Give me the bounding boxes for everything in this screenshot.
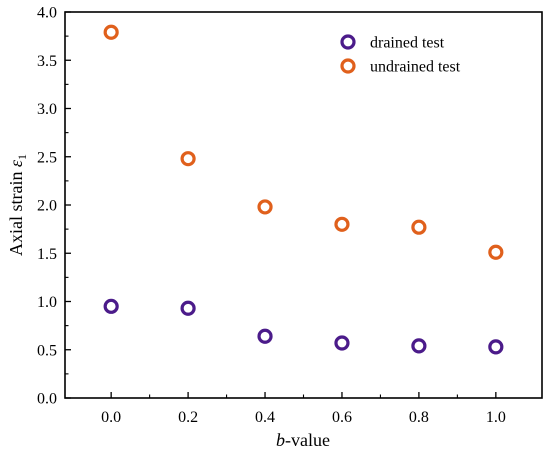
y-axis-title: Axial strain ε1 bbox=[6, 154, 29, 256]
x-tick-label: 0.4 bbox=[255, 409, 275, 426]
x-tick-label: 1.0 bbox=[486, 409, 506, 426]
data-point-series-0 bbox=[257, 328, 273, 344]
data-point-series-0 bbox=[488, 339, 504, 355]
legend-marker bbox=[340, 34, 356, 50]
data-point-series-0 bbox=[411, 338, 427, 354]
legend: drained test undrained test bbox=[340, 34, 461, 76]
plot-frame bbox=[64, 11, 543, 399]
data-point-series-0 bbox=[334, 335, 350, 351]
x-axis-title: b-value bbox=[276, 430, 330, 450]
data-point-series-1 bbox=[488, 244, 504, 260]
y-tick-label: 0.0 bbox=[37, 391, 57, 408]
data-point-series-1 bbox=[334, 216, 350, 232]
legend-label: drained test bbox=[370, 35, 445, 52]
x-tick-label: 0.0 bbox=[101, 409, 121, 426]
data-point-series-0 bbox=[103, 298, 119, 314]
y-tick-label: 0.5 bbox=[37, 342, 57, 359]
y-tick-label: 2.0 bbox=[37, 198, 57, 215]
y-tick-label: 3.0 bbox=[37, 101, 57, 118]
legend-marker bbox=[340, 58, 356, 74]
legend-label: undrained test bbox=[370, 59, 461, 76]
y-tick-label: 4.0 bbox=[37, 5, 57, 22]
x-tick-label: 0.6 bbox=[332, 409, 352, 426]
y-tick-label: 1.5 bbox=[37, 246, 57, 263]
data-point-series-0 bbox=[180, 300, 196, 316]
data-point-series-1 bbox=[103, 24, 119, 40]
x-tick-label: 0.2 bbox=[178, 409, 198, 426]
x-tick-label: 0.8 bbox=[409, 409, 429, 426]
y-tick-label: 1.0 bbox=[37, 294, 57, 311]
data-point-series-1 bbox=[411, 219, 427, 235]
y-tick-label: 2.5 bbox=[37, 149, 57, 166]
data-point-series-1 bbox=[180, 151, 196, 167]
y-tick-label: 3.5 bbox=[37, 53, 57, 70]
data-point-series-1 bbox=[257, 199, 273, 215]
